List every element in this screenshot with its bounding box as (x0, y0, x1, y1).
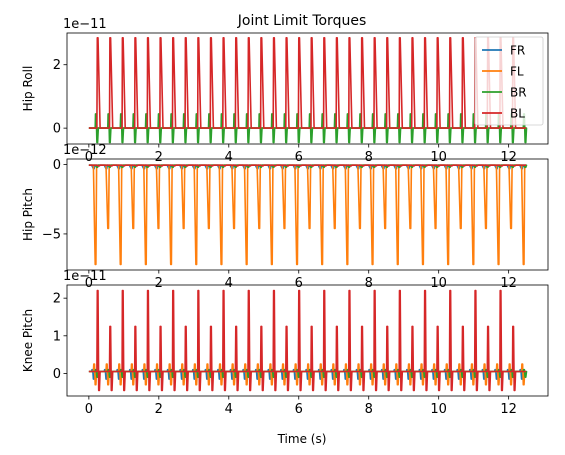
y-offset-text: 1e−11 (63, 17, 107, 32)
x-tick-label: 4 (225, 402, 233, 417)
y-offset-text: 1e−11 (63, 269, 107, 284)
y-offset-text: 1e−12 (63, 143, 107, 158)
legend-box (474, 36, 544, 126)
x-tick-label: 8 (365, 276, 373, 291)
y-tick-label: −5 (42, 227, 61, 242)
x-tick-label: 4 (225, 276, 233, 291)
legend-label-fl: FL (510, 65, 524, 79)
chart-title: Joint Limit Torques (237, 13, 366, 29)
x-tick-label: 6 (295, 402, 303, 417)
y-tick-label: 0 (53, 158, 61, 173)
y-axis-label: Hip Roll (21, 66, 35, 112)
series-line-fl (88, 363, 527, 386)
x-tick-label: 6 (295, 276, 303, 291)
subplot-1: 0 2 4 6 8 10 12 0 2 1e−11 Hip Roll (21, 17, 549, 165)
series-line-fl (88, 164, 527, 266)
series-line-bl (88, 289, 527, 392)
y-axis-label: Knee Pitch (21, 309, 35, 372)
x-tick-label: 10 (430, 276, 447, 291)
y-tick-label: 2 (53, 58, 61, 73)
y-axis-label: Hip Pitch (21, 188, 35, 241)
x-tick-label: 8 (365, 402, 373, 417)
series-line-bl (88, 164, 527, 167)
legend-label-fr: FR (510, 44, 525, 58)
axes-frame (66, 158, 549, 271)
axes-frame (66, 32, 549, 145)
x-tick-label: 12 (500, 276, 517, 291)
x-tick-label: 0 (85, 402, 93, 417)
x-tick-label: 12 (500, 150, 517, 165)
x-tick-label: 0 (85, 276, 93, 291)
legend: FR FL BR BL (474, 36, 544, 126)
y-tick-label: 1 (53, 329, 61, 344)
series-line-bl (88, 37, 527, 129)
x-tick-label: 8 (365, 150, 373, 165)
x-tick-label: 10 (430, 150, 447, 165)
y-tick-label: 0 (53, 122, 61, 137)
x-tick-label: 6 (295, 150, 303, 165)
legend-label-bl: BL (510, 107, 525, 121)
x-tick-label: 2 (155, 402, 163, 417)
y-tick-label: 0 (53, 367, 61, 382)
x-tick-label: 2 (155, 150, 163, 165)
x-tick-label: 0 (85, 150, 93, 165)
x-tick-label: 12 (500, 402, 517, 417)
x-tick-label: 10 (430, 402, 447, 417)
legend-label-br: BR (510, 86, 527, 100)
y-tick-label: 2 (53, 292, 61, 307)
x-tick-label: 2 (155, 276, 163, 291)
x-axis-label: Time (s) (277, 432, 327, 446)
axes-frame (66, 284, 549, 397)
x-tick-label: 4 (225, 150, 233, 165)
